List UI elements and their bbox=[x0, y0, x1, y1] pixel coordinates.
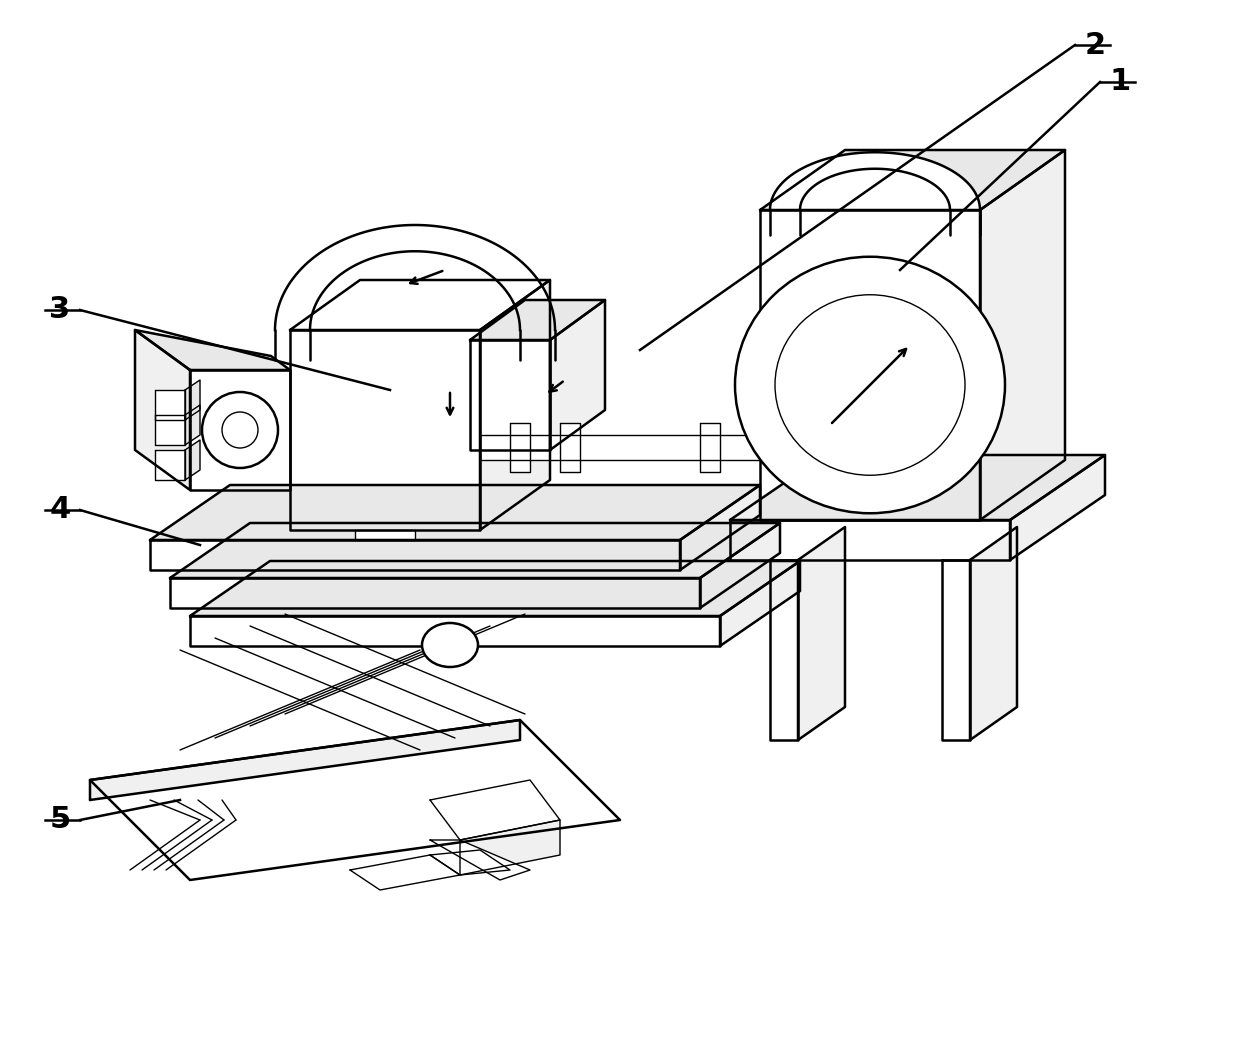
Polygon shape bbox=[760, 150, 1065, 209]
Polygon shape bbox=[701, 523, 780, 608]
Polygon shape bbox=[720, 561, 800, 646]
Ellipse shape bbox=[222, 412, 258, 448]
Polygon shape bbox=[980, 150, 1065, 519]
Polygon shape bbox=[190, 616, 720, 646]
Text: 1: 1 bbox=[1110, 68, 1131, 96]
Polygon shape bbox=[355, 530, 415, 540]
Polygon shape bbox=[91, 720, 520, 800]
Polygon shape bbox=[155, 390, 185, 420]
Polygon shape bbox=[290, 280, 551, 330]
Polygon shape bbox=[135, 330, 190, 490]
Polygon shape bbox=[275, 225, 556, 330]
Polygon shape bbox=[460, 820, 560, 875]
Polygon shape bbox=[430, 780, 560, 840]
Polygon shape bbox=[185, 380, 200, 420]
Polygon shape bbox=[430, 850, 510, 875]
Polygon shape bbox=[680, 485, 760, 570]
Ellipse shape bbox=[202, 393, 278, 468]
Polygon shape bbox=[91, 720, 620, 880]
Polygon shape bbox=[155, 450, 185, 480]
Polygon shape bbox=[155, 415, 185, 445]
Polygon shape bbox=[150, 540, 680, 570]
Text: 3: 3 bbox=[50, 295, 71, 325]
Polygon shape bbox=[135, 330, 290, 370]
Polygon shape bbox=[170, 523, 780, 578]
Polygon shape bbox=[770, 560, 799, 740]
Ellipse shape bbox=[422, 623, 477, 667]
Polygon shape bbox=[185, 440, 200, 480]
Polygon shape bbox=[290, 330, 480, 530]
Text: 2: 2 bbox=[1085, 31, 1106, 59]
Polygon shape bbox=[560, 423, 580, 472]
Polygon shape bbox=[510, 423, 529, 472]
Polygon shape bbox=[430, 840, 529, 880]
Text: 5: 5 bbox=[50, 805, 71, 835]
Polygon shape bbox=[190, 561, 800, 616]
Ellipse shape bbox=[775, 295, 965, 475]
Polygon shape bbox=[730, 519, 1011, 560]
Polygon shape bbox=[942, 560, 970, 740]
Text: 4: 4 bbox=[50, 495, 71, 525]
Polygon shape bbox=[551, 300, 605, 450]
Polygon shape bbox=[730, 455, 1105, 519]
Polygon shape bbox=[185, 405, 200, 445]
Polygon shape bbox=[150, 485, 760, 540]
Polygon shape bbox=[480, 435, 760, 460]
Polygon shape bbox=[470, 340, 551, 450]
Polygon shape bbox=[970, 527, 1017, 740]
Polygon shape bbox=[799, 527, 844, 740]
Polygon shape bbox=[1011, 455, 1105, 560]
Polygon shape bbox=[170, 578, 701, 608]
Polygon shape bbox=[190, 370, 290, 490]
Polygon shape bbox=[760, 209, 980, 519]
Polygon shape bbox=[770, 152, 980, 209]
Polygon shape bbox=[480, 280, 551, 530]
Polygon shape bbox=[470, 300, 605, 340]
Ellipse shape bbox=[735, 257, 1004, 513]
Polygon shape bbox=[350, 855, 460, 890]
Polygon shape bbox=[701, 423, 720, 472]
